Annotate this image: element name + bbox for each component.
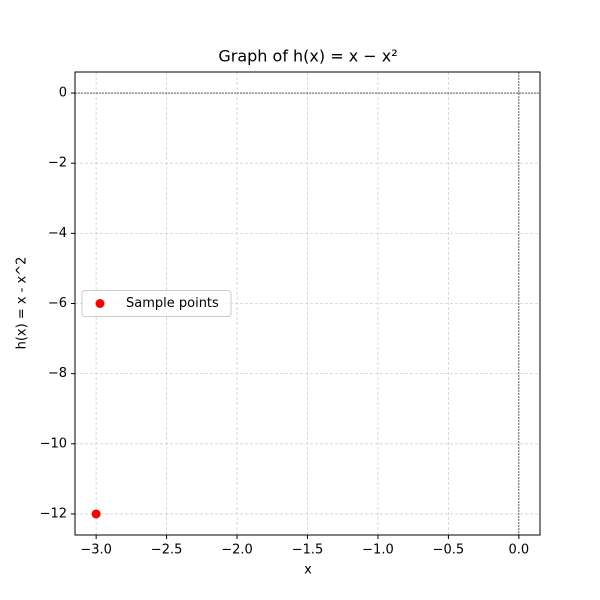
- x-tick-label: −0.5: [433, 543, 465, 558]
- legend-box: [81, 290, 232, 317]
- x-tick-label: −2.5: [151, 543, 183, 558]
- x-tick-label: −1.5: [292, 543, 324, 558]
- y-tick-label: −2: [48, 156, 67, 171]
- x-axis-label: x: [304, 563, 312, 578]
- y-tick-label: −10: [40, 436, 67, 451]
- x-tick-label: −2.0: [221, 543, 253, 558]
- x-tick-label: 0.0: [509, 543, 530, 558]
- legend-label: Sample points: [126, 296, 219, 311]
- y-axis-label: h(x) = x - x^2: [15, 257, 30, 350]
- legend-marker: [95, 299, 105, 308]
- scatter-point: [91, 509, 101, 519]
- plot-frame: [74, 71, 541, 536]
- y-tick-label: −8: [48, 366, 67, 381]
- y-tick-label: −6: [48, 296, 67, 311]
- x-tick-label: −1.0: [362, 543, 394, 558]
- y-tick-label: −12: [40, 506, 67, 521]
- chart-title: Graph of h(x) = x − x²: [218, 47, 397, 66]
- y-tick-label: 0: [59, 86, 67, 101]
- x-tick-label: −3.0: [80, 543, 112, 558]
- y-tick-label: −4: [48, 226, 67, 241]
